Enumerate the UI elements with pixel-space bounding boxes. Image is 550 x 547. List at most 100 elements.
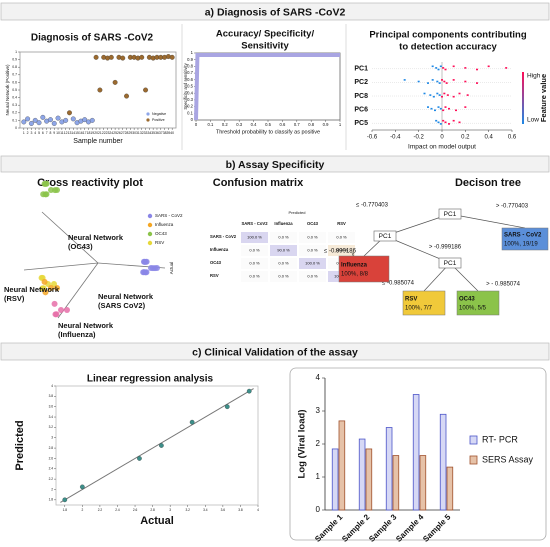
cluster-point (141, 269, 148, 276)
data-point (120, 55, 126, 61)
bar (412, 394, 420, 511)
x-tick-label: 32 (140, 131, 144, 135)
x-tick-label: 37 (159, 131, 163, 135)
chart-title: Accuracy/ Specificity/ (216, 29, 315, 40)
data-point (97, 87, 103, 93)
shap-point (430, 107, 433, 110)
axis-name: Neural Network (68, 233, 124, 242)
x-tick-label: 23 (106, 131, 110, 135)
shap-point (505, 67, 508, 69)
split-label: > - 0.985074 (486, 282, 521, 288)
chart-title: Principal components contributing (369, 30, 526, 41)
shap-point (442, 119, 445, 122)
cluster-point (58, 307, 64, 313)
x-tick-label: 12 (64, 131, 68, 135)
shap-point (442, 109, 445, 112)
x-tick-label: 24 (109, 131, 113, 135)
cell-value: 90.0 % (277, 248, 290, 253)
x-tick-label: 0.2 (461, 135, 470, 141)
x-axis-label: Impact on model output (408, 144, 476, 151)
shap-point (448, 123, 450, 125)
x-tick-label: 19 (90, 131, 94, 135)
x-tick-label: 0.4 (484, 135, 493, 141)
x-tick-label: 0.4 (251, 122, 257, 127)
panel-title: Confusion matrix (213, 177, 304, 189)
data-point (246, 388, 252, 394)
cluster-point (43, 180, 50, 187)
shap-point (452, 95, 455, 98)
shap-point (441, 79, 443, 81)
y-tick-label: 1.8 (49, 498, 54, 502)
data-point (159, 443, 164, 448)
x-tick-label: 0 (440, 135, 444, 141)
cell (241, 258, 268, 269)
shap-point (403, 79, 406, 81)
x-tick-label: 29 (128, 131, 132, 135)
shap-point (436, 92, 439, 95)
panel-title: Decison tree (455, 177, 521, 189)
shap-point (437, 68, 440, 71)
column-header: SARS - CoV2 (241, 221, 268, 226)
axis-name: Neural Network (58, 321, 114, 330)
x-tick-label: 3 (30, 131, 32, 135)
y-tick-label: 0.5 (12, 88, 17, 92)
data-point (224, 404, 230, 410)
row-header: SARS - CoV2 (210, 234, 237, 239)
cell (299, 258, 326, 269)
leaf-class: Influenza (341, 263, 368, 269)
cell-value: 0.0 % (278, 235, 289, 240)
shap-point (434, 109, 436, 112)
x-tick-label: 20 (94, 131, 98, 135)
bar (392, 455, 400, 511)
x-tick-label: 17 (83, 131, 87, 135)
shap-point (448, 107, 450, 110)
shap-point (436, 80, 439, 83)
y-tick-label: 0.6 (12, 80, 17, 84)
shap-point (431, 65, 434, 68)
x-tick-label: 11 (60, 131, 64, 135)
data-point (25, 116, 31, 122)
axis-name: (Influenza) (58, 330, 96, 339)
y-tick-label: 4 (51, 384, 53, 388)
shap-point (417, 80, 420, 83)
x-tick-label: 36 (155, 131, 159, 135)
shap-point (435, 119, 438, 122)
tree-node (438, 208, 462, 220)
y-tick-label: 0.1 (12, 118, 17, 122)
cell (299, 245, 326, 256)
cell (241, 232, 268, 243)
y-tick-label: 3.2 (49, 425, 54, 429)
data-point (89, 117, 95, 123)
leaf-stats: 100%, 19/19 (504, 242, 538, 248)
cell-value: 0.0 % (278, 274, 289, 279)
data-point (108, 54, 114, 60)
panel-title: Cross reactivity plot (37, 177, 143, 189)
bar (365, 448, 373, 511)
node-label: PC1 (444, 211, 457, 218)
y-tick-label: 1 (15, 50, 17, 54)
data-line (194, 53, 340, 121)
shap-point (439, 123, 442, 125)
column-header: RSV (337, 221, 346, 226)
shap-point (452, 79, 455, 81)
legend-marker (146, 118, 150, 122)
legend-label: SERS Assay (482, 454, 534, 464)
bar (439, 413, 447, 511)
shap-point (437, 121, 440, 124)
shap-point (464, 67, 467, 69)
axis-name: (SARS CoV2) (98, 301, 146, 310)
bar (385, 427, 393, 511)
shap-point (444, 121, 447, 124)
shap-point (427, 82, 429, 84)
leaf-stats: 100%, 8/8 (341, 272, 369, 278)
x-tick-label: 0.6 (508, 135, 517, 141)
tree-node (373, 230, 397, 242)
node-label: PC1 (379, 233, 392, 240)
data-point (137, 456, 142, 461)
x-tick-label: 31 (136, 131, 140, 135)
split-label: > -0.770403 (496, 204, 529, 210)
x-tick-label: 0 (195, 122, 198, 127)
shap-point (435, 67, 438, 69)
shap-point (464, 106, 467, 108)
y-tick-label: 3.4 (49, 415, 54, 419)
